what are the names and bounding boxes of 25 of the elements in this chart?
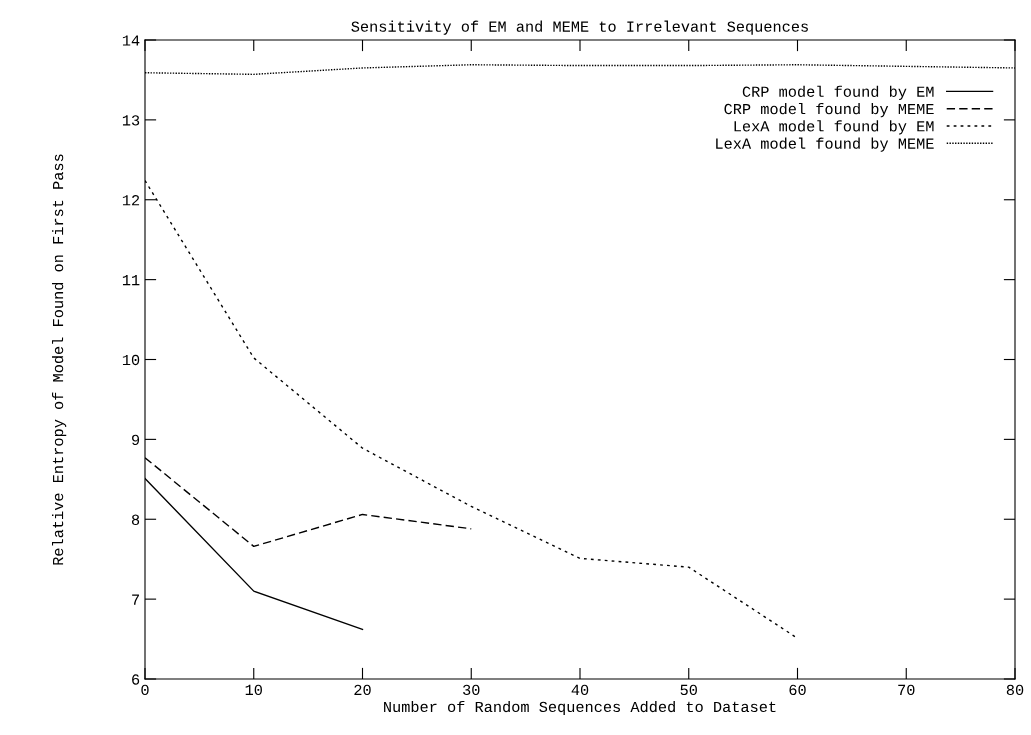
x-tick-label: 20 [354,684,371,696]
x-tick-label: 10 [245,684,262,696]
y-tick-label: 10 [122,354,140,366]
y-tick-label: 8 [131,514,140,525]
legend-label: CRP model found by MEME [724,103,934,118]
x-tick-label: 40 [571,684,589,696]
legend-label: CRP model found by EM [742,85,934,100]
x-tick-label: 60 [789,684,806,696]
y-tick-label: 7 [132,594,139,605]
y-tick-label: 11 [122,275,140,286]
x-axis-title: Number of Random Sequences Added to Dataset [384,700,776,716]
y-tick-label: 13 [122,115,140,126]
x-tick-label: 30 [463,684,480,696]
x-tick-label: 0 [141,684,149,696]
x-tick-label: 70 [898,684,915,696]
y-tick-label: 9 [132,434,140,446]
chart-title: Sensitivity of EM and MEME to Irrelevant Sequences [351,20,808,35]
y-axis-title: Relative Entropy of Model Found on First Pass [52,154,67,565]
x-tick-label: 80 [1006,684,1024,696]
y-tick-label: 12 [122,195,140,206]
x-tick-label: 50 [680,684,697,696]
y-tick-label: 14 [122,35,140,46]
y-tick-label: 6 [132,674,140,685]
legend-label: LexA model found by MEME [716,137,934,152]
legend-label: LexA model found by EM [734,120,934,135]
